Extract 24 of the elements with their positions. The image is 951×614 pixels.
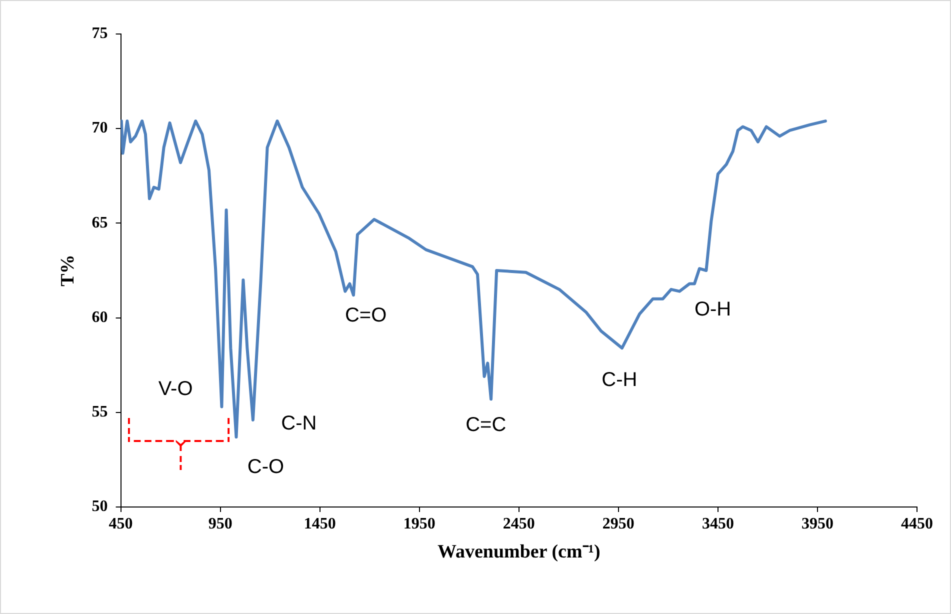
x-tick-label: 2450 bbox=[502, 516, 535, 533]
x-axis-title: Wavenumber (cm⁻¹) bbox=[438, 542, 600, 563]
annotation: O-H bbox=[694, 298, 732, 321]
x-tick-label: 3950 bbox=[801, 516, 834, 533]
x-tick-label: 450 bbox=[108, 516, 133, 533]
x-tick-label: 950 bbox=[208, 516, 232, 533]
y-tick-label: 65 bbox=[92, 214, 108, 232]
annotation: C=O bbox=[344, 304, 387, 326]
annotation: C=C bbox=[466, 414, 506, 436]
y-tick-label: 50 bbox=[92, 498, 108, 516]
annotation: C-O bbox=[247, 456, 284, 478]
y-tick-label: 60 bbox=[92, 308, 108, 326]
y-tick-label: 55 bbox=[92, 404, 108, 421]
x-tick-label: 1450 bbox=[304, 516, 336, 533]
annotation: C-H bbox=[602, 368, 638, 391]
y-tick-label: 70 bbox=[92, 120, 108, 137]
annotation: V-O bbox=[158, 378, 193, 400]
x-tick-label: 4450 bbox=[901, 516, 933, 533]
annotation: C-N bbox=[281, 412, 317, 434]
x-tick-label: 3450 bbox=[702, 516, 734, 533]
x-tick-label: 1950 bbox=[403, 516, 436, 533]
y-tick-label: 75 bbox=[92, 25, 108, 42]
y-axis-title: T% bbox=[57, 254, 78, 286]
x-tick-label: 2950 bbox=[602, 516, 634, 533]
